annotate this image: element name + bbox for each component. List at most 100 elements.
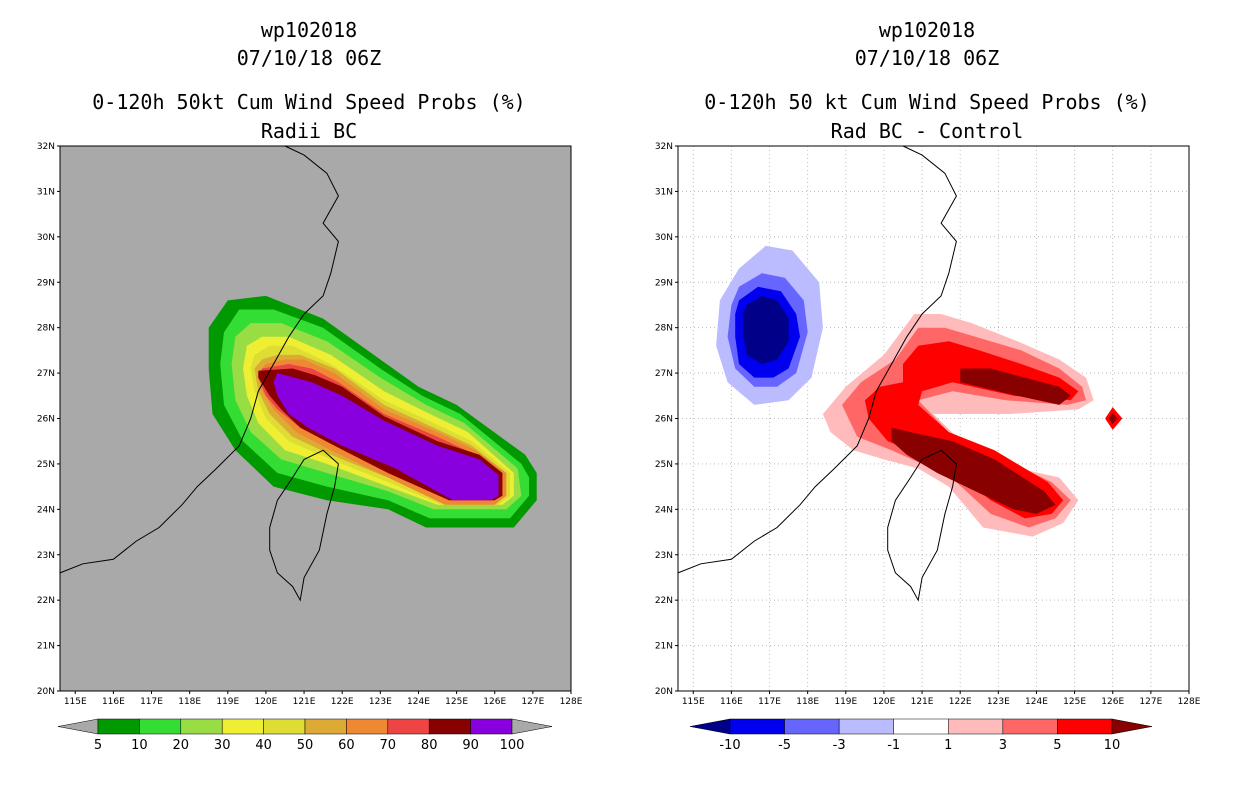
colorbar-high-arrow [511,718,553,735]
lon-tick-label: 128E [1178,697,1201,707]
lon-tick-label: 117E [758,697,781,707]
colorbar-swatch [263,718,306,735]
colorbar-label: 10 [131,738,148,753]
lon-tick-label: 127E [1139,697,1162,707]
colorbar-high-arrow [1111,718,1153,735]
lon-tick-label: 123E [987,697,1010,707]
lat-tick-label: 26N [655,415,673,425]
lon-tick-label: 116E [720,697,743,707]
lat-tick-label: 27N [655,369,673,379]
left-map-chart: 20N 21N 22N 23N 24N 25N 26N 27N 28N 29N 30N 31N 32N 1… [37,142,583,753]
lat-tick-label: 28N [37,324,55,334]
lon-tick-label: 117E [140,697,163,707]
colorbar-swatch [838,718,894,735]
colorbar-label: 90 [462,738,479,753]
lon-tick-label: 121E [293,697,316,707]
lon-tick-label: 119E [216,697,239,707]
experiment-title: Radii BC [260,119,358,143]
lon-tick-label: 126E [1101,697,1124,707]
colorbar-swatch [784,718,840,735]
product-title: 0-120h 50kt Cum Wind Speed Probs (%) [92,90,526,114]
colorbar-low-arrow [57,718,99,735]
lon-tick-label: 128E [560,697,583,707]
colorbar-swatch [180,718,223,735]
colorbar-label: -1 [887,738,900,753]
colorbar-swatch [139,718,182,735]
lat-tick-label: 31N [37,187,55,197]
colorbar-swatch [893,718,949,735]
coastline-china [677,145,957,574]
lat-tick-label: 29N [37,278,55,288]
colorbar-label: 1 [944,738,952,753]
lat-tick-label: 27N [37,369,55,379]
contour-fill-10 [891,427,1056,514]
lon-tick-label: 116E [102,697,125,707]
lat-tick-label: 24N [655,505,673,515]
contour-fill-90 [273,373,499,501]
right-map-chart: 20N 21N 22N 23N 24N 25N 26N 27N 28N 29N 30N 31N 32N 1… [655,142,1201,753]
colorbar-label: 3 [999,738,1007,753]
colorbar-swatch [304,718,347,735]
coastline-china [59,145,339,574]
lat-tick-label: 28N [655,324,673,334]
lon-tick-label: 121E [911,697,934,707]
lat-tick-label: 22N [655,596,673,606]
lon-tick-label: 123E [369,697,392,707]
storm-id: wp102018 [260,18,358,42]
lon-tick-label: 115E [682,697,705,707]
colorbar-label: 20 [173,738,190,753]
lon-tick-label: 126E [483,697,506,707]
left-panel: wp102018 07/10/18 06Z 0-120h 50kt Cum Wi… [37,18,583,753]
lat-tick-label: 22N [37,596,55,606]
coastline-taiwan [269,449,339,602]
colorbar-label: 5 [94,738,102,753]
colorbar-swatch [1002,718,1058,735]
colorbar-label: 40 [255,738,272,753]
colorbar-label: 30 [214,738,231,753]
lat-tick-label: 21N [37,642,55,652]
contour-fill-neg10 [742,295,789,364]
colorbar-label: -3 [833,738,846,753]
lon-tick-label: 122E [949,697,972,707]
lon-tick-label: 125E [1063,697,1086,707]
colorbar-label: 80 [421,738,438,753]
lon-tick-label: 118E [796,697,819,707]
lat-tick-label: 26N [37,415,55,425]
colorbar-swatch [729,718,785,735]
colorbar-swatch [97,718,140,735]
lat-tick-label: 32N [655,142,673,152]
colorbar-label: 60 [338,738,355,753]
colorbar-label: -5 [778,738,791,753]
colorbar-label: 5 [1053,738,1061,753]
colorbar-swatch [428,718,471,735]
valid-time: 07/10/18 06Z [854,46,1000,70]
lat-tick-label: 23N [655,551,673,561]
right-panel: wp102018 07/10/18 06Z 0-120h 50 kt Cum W… [618,0,1236,800]
colorbar-swatch [948,718,1004,735]
colorbar-swatch [387,718,430,735]
lat-tick-label: 25N [655,460,673,470]
experiment-title: Rad BC - Control [830,119,1024,143]
product-title: 0-120h 50 kt Cum Wind Speed Probs (%) [704,90,1150,114]
lat-tick-label: 20N [655,687,673,697]
lon-tick-label: 120E [872,697,895,707]
lat-tick-label: 24N [37,505,55,515]
colorbar-low-arrow [689,718,731,735]
colorbar-label: 10 [1104,738,1121,753]
lat-tick-label: 29N [655,278,673,288]
lon-tick-label: 122E [331,697,354,707]
lat-tick-label: 25N [37,460,55,470]
lat-tick-label: 30N [37,233,55,243]
lon-tick-label: 119E [834,697,857,707]
valid-time: 07/10/18 06Z [236,46,382,70]
lat-tick-label: 21N [655,642,673,652]
lon-tick-label: 120E [254,697,277,707]
lat-tick-label: 20N [37,687,55,697]
colorbar-label: 100 [500,738,525,753]
lat-tick-label: 32N [37,142,55,152]
lon-tick-label: 124E [1025,697,1048,707]
lat-tick-label: 30N [655,233,673,243]
lat-tick-label: 23N [37,551,55,561]
coastline-taiwan [887,449,957,602]
colorbar-swatch [1057,718,1113,735]
